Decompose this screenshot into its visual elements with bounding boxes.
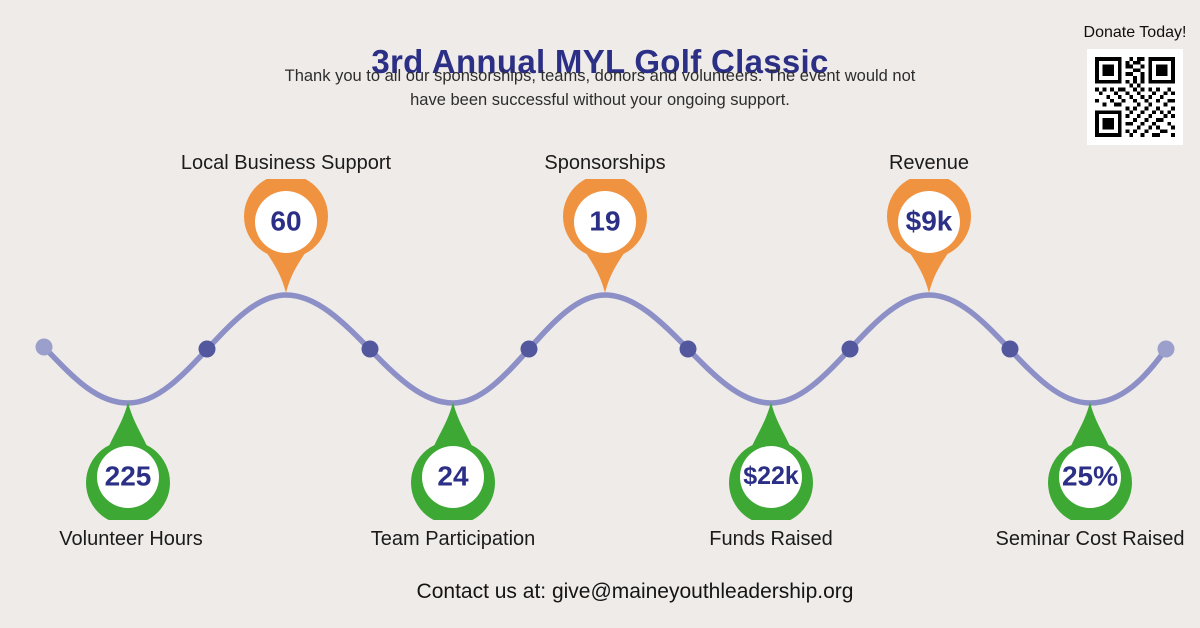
subtitle-line-2: have been successful without your ongoin… — [410, 91, 790, 109]
stat-value: $9k — [905, 205, 953, 237]
stat-value: 24 — [437, 460, 469, 492]
qr-code-icon — [1095, 57, 1175, 137]
timeline-dot — [361, 340, 379, 358]
stat-label-funds-raised: Funds Raised — [709, 528, 833, 550]
stat-pin-revenue: $9k — [886, 179, 972, 295]
stat-pin-team-participation: 24 — [410, 400, 496, 520]
droplet-icon — [729, 402, 813, 520]
timeline-end-dot — [35, 338, 53, 356]
qr-code-box — [1087, 49, 1183, 145]
timeline-dot — [520, 340, 538, 358]
droplet-icon — [1048, 402, 1132, 520]
stat-value: 60 — [270, 205, 302, 237]
donate-block: Donate Today! — [1078, 24, 1192, 145]
donate-label: Donate Today! — [1083, 24, 1187, 41]
stat-label-seminar-cost-raised: Seminar Cost Raised — [995, 528, 1185, 550]
stat-pin-funds-raised: $22k — [728, 400, 814, 520]
timeline-dot — [679, 340, 697, 358]
stat-label-volunteer-hours: Volunteer Hours — [59, 528, 203, 550]
stat-value: 25% — [1061, 460, 1119, 492]
subtitle-line-1: Thank you to all our sponsorships, teams… — [284, 67, 916, 85]
stat-value: $22k — [743, 461, 799, 490]
stat-label-local-business-support: Local Business Support — [180, 152, 392, 174]
stat-pin-local-business-support: 60 — [243, 179, 329, 295]
stat-pin-sponsorships: 19 — [562, 179, 648, 295]
contact-info: Contact us at: give@maineyouthleadership… — [416, 580, 854, 603]
timeline-dot — [1001, 340, 1019, 358]
map-pin-icon — [244, 179, 328, 293]
map-pin-icon — [563, 179, 647, 293]
stat-label-team-participation: Team Participation — [370, 528, 536, 550]
stat-pin-seminar-cost-raised: 25% — [1047, 400, 1133, 520]
timeline-dot — [198, 340, 216, 358]
subtitle: Thank you to all our sponsorships, teams… — [0, 64, 1200, 112]
page-title: 3rd Annual MYL Golf Classic — [371, 43, 829, 81]
timeline-dot — [841, 340, 859, 358]
droplet-icon — [86, 402, 170, 520]
stat-label-revenue: Revenue — [888, 152, 970, 174]
stat-pin-volunteer-hours: 225 — [85, 400, 171, 520]
map-pin-icon — [887, 179, 971, 293]
stat-value: 225 — [104, 460, 152, 492]
stat-label-sponsorships: Sponsorships — [544, 152, 666, 174]
timeline-end-dot — [1157, 340, 1175, 358]
droplet-icon — [411, 402, 495, 520]
stat-value: 19 — [589, 205, 621, 237]
